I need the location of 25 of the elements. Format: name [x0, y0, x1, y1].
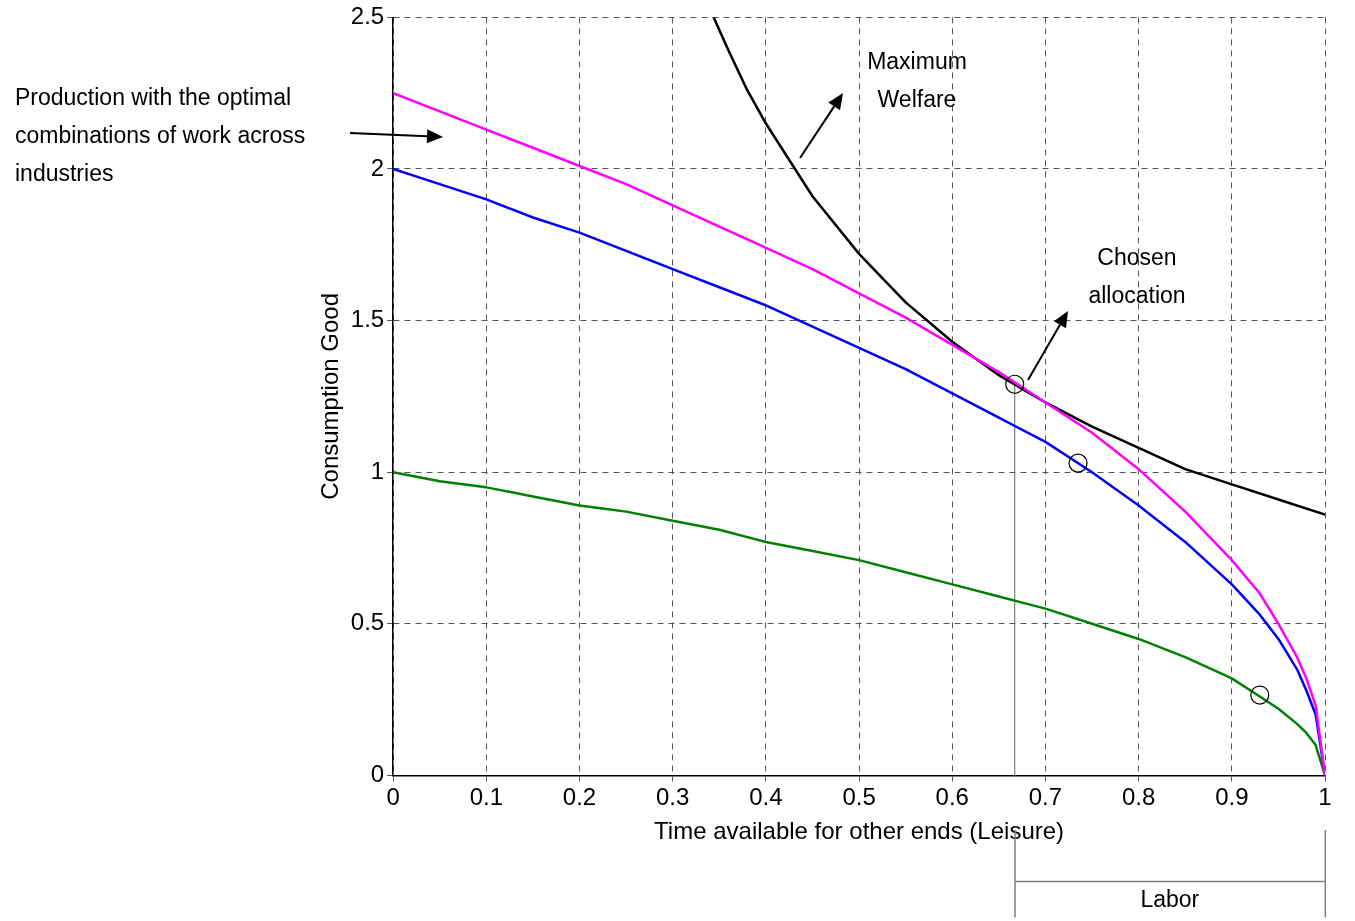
x-axis-title: Time available for other ends (Leisure) — [654, 817, 1065, 845]
x-tick-label: 0.2 — [562, 783, 597, 811]
x-tick-label: 1 — [1318, 783, 1332, 811]
point — [1068, 453, 1088, 473]
y-tick-label: 2.5 — [350, 2, 385, 30]
x-tick-label: 0.3 — [656, 783, 690, 811]
y-tick-label: 2 — [370, 153, 385, 181]
x-tick-label: 0.8 — [1121, 783, 1156, 811]
x-tick-label: 0.5 — [842, 783, 876, 811]
annotation: Maximum Welfare — [866, 47, 968, 114]
point — [1250, 685, 1270, 705]
point — [1005, 374, 1025, 394]
x-tick-label: 0.6 — [935, 783, 969, 811]
y-axis-title: Consumption Good — [316, 293, 344, 500]
x-tick-label: 0.4 — [749, 783, 783, 811]
y-tick-label: 1 — [370, 456, 385, 484]
y-tick-label: 0.5 — [350, 608, 385, 636]
text: Labor — [1139, 885, 1201, 914]
x-tick-label: 0.1 — [469, 783, 504, 811]
y-tick-label: 0 — [370, 760, 385, 788]
text: Production with the optimal combinations of work across industries — [15, 83, 307, 188]
annotation: Chosen allocation — [1087, 243, 1187, 310]
y-tick-label: 1.5 — [350, 305, 385, 333]
x-tick-label: 0.9 — [1215, 783, 1249, 811]
x-tick-label: 0.7 — [1028, 783, 1063, 811]
